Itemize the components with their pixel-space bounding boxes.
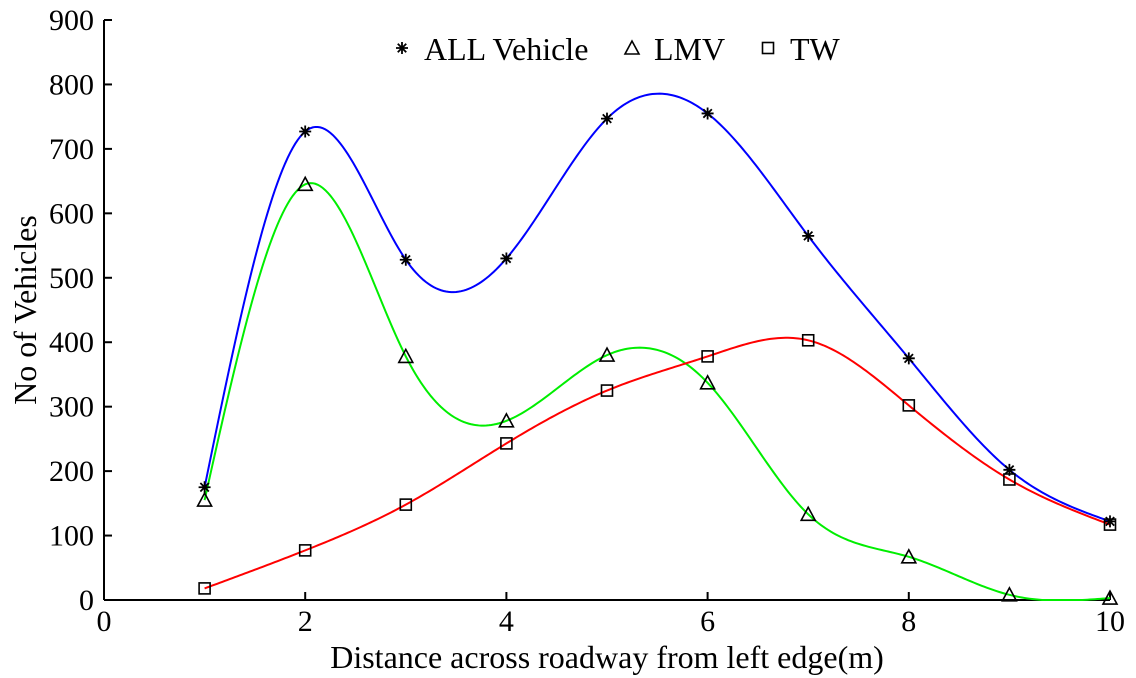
y-tick-label: 100 bbox=[49, 520, 94, 553]
square-marker bbox=[600, 384, 614, 397]
square-marker bbox=[298, 544, 312, 557]
asterisk-marker bbox=[198, 481, 211, 494]
square-marker bbox=[1103, 518, 1117, 531]
triangle-marker bbox=[900, 548, 918, 564]
series-line bbox=[203, 182, 1111, 601]
series-markers bbox=[196, 107, 1119, 605]
square-marker bbox=[500, 437, 513, 450]
asterisk-marker bbox=[1003, 463, 1016, 476]
y-tick-label: 400 bbox=[49, 326, 94, 359]
asterisk-marker bbox=[500, 252, 513, 265]
legend-square-icon bbox=[761, 41, 775, 55]
y-tick-label: 500 bbox=[49, 262, 94, 295]
x-tick-label: 10 bbox=[1095, 605, 1125, 638]
triangle-marker bbox=[296, 175, 314, 192]
asterisk-marker bbox=[299, 125, 312, 138]
y-tick-label: 900 bbox=[49, 4, 94, 37]
y-axis-label: No of Vehicles bbox=[7, 215, 43, 405]
asterisk-marker bbox=[701, 107, 714, 120]
square-marker bbox=[198, 582, 211, 595]
legend-entry: ALL Vehicle bbox=[424, 31, 588, 67]
y-tick-label: 200 bbox=[49, 455, 94, 488]
square-marker bbox=[801, 333, 815, 347]
square-marker bbox=[399, 498, 413, 511]
y-tick-label: 0 bbox=[79, 584, 94, 617]
triangle-marker bbox=[699, 374, 716, 390]
legend-entry: TW bbox=[790, 31, 841, 67]
y-tick-label: 300 bbox=[49, 391, 94, 424]
y-tick-label: 600 bbox=[49, 197, 94, 230]
legend-triangle-icon bbox=[623, 39, 641, 55]
x-tick-label: 2 bbox=[298, 605, 313, 638]
triangle-marker bbox=[196, 491, 213, 507]
square-marker bbox=[701, 350, 714, 363]
triangle-marker bbox=[799, 505, 817, 522]
y-tick-label: 700 bbox=[49, 133, 94, 166]
y-tick-label: 800 bbox=[49, 68, 94, 101]
asterisk-marker bbox=[1104, 515, 1116, 528]
asterisk-marker bbox=[601, 112, 613, 125]
asterisk-marker bbox=[802, 229, 815, 242]
triangle-marker bbox=[1001, 586, 1018, 602]
asterisk-marker bbox=[902, 352, 915, 365]
series-line bbox=[204, 336, 1111, 590]
x-tick-label: 4 bbox=[499, 605, 514, 638]
axes bbox=[103, 20, 1110, 601]
asterisk-marker bbox=[399, 253, 412, 266]
triangle-marker bbox=[1101, 589, 1119, 605]
square-marker bbox=[902, 399, 916, 412]
triangle-marker bbox=[498, 412, 515, 428]
x-tick-label: 0 bbox=[97, 605, 112, 638]
series-curves bbox=[203, 92, 1111, 601]
legend: ALL Vehicle LMV TW bbox=[396, 31, 841, 67]
legend-entry: LMV bbox=[654, 31, 725, 67]
x-axis-label: Distance across roadway from left edge(m… bbox=[330, 639, 884, 675]
legend-asterisk-icon bbox=[396, 42, 408, 54]
series-line bbox=[203, 92, 1111, 523]
square-marker bbox=[1003, 473, 1016, 486]
triangle-marker bbox=[598, 346, 616, 362]
x-tick-label: 6 bbox=[700, 605, 715, 638]
x-tick-label: 8 bbox=[901, 605, 916, 638]
triangle-marker bbox=[397, 347, 415, 364]
